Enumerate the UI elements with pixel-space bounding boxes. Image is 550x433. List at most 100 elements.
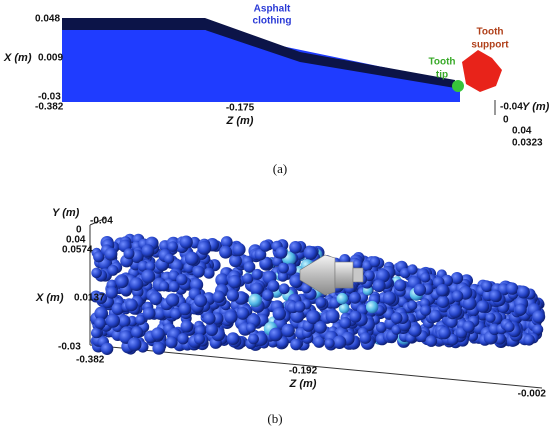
particle bbox=[332, 335, 347, 350]
particle bbox=[251, 268, 263, 280]
x-tick-label: 0.048 bbox=[35, 14, 60, 25]
particle bbox=[93, 251, 105, 263]
z-tick-label: -0.382 bbox=[35, 102, 64, 113]
particle bbox=[135, 314, 146, 325]
panel-b: Y (m) -0.04 0 0.04 0.0574 X (m) 0.0137 -… bbox=[35, 207, 546, 426]
y-axis-label: Y (m) bbox=[52, 207, 80, 219]
particle bbox=[149, 292, 162, 306]
particle bbox=[180, 320, 193, 333]
cutting-tool bbox=[299, 254, 364, 296]
tooth-support-label: support bbox=[471, 40, 509, 51]
particle bbox=[532, 324, 544, 335]
x-tick-label: 0.0137 bbox=[74, 293, 105, 304]
particle bbox=[314, 321, 327, 334]
particle bbox=[352, 259, 363, 270]
particle bbox=[170, 308, 182, 320]
z-tick-label: -0.382 bbox=[76, 355, 105, 366]
particle bbox=[131, 326, 143, 339]
particle bbox=[450, 272, 464, 285]
particle bbox=[145, 261, 156, 272]
particle bbox=[248, 333, 259, 345]
particle bbox=[228, 274, 242, 289]
particle bbox=[94, 306, 108, 321]
particle bbox=[429, 309, 442, 323]
particle bbox=[192, 265, 205, 278]
particle bbox=[117, 314, 131, 328]
particle bbox=[203, 267, 215, 279]
y-tick-label: -0.04 bbox=[90, 216, 113, 227]
particle bbox=[125, 298, 138, 312]
particle bbox=[366, 300, 379, 314]
z-tick-label: -0.002 bbox=[518, 389, 547, 400]
y-tick-label: 0 bbox=[76, 225, 82, 236]
particle bbox=[275, 246, 288, 259]
particle bbox=[407, 300, 418, 311]
particle bbox=[194, 333, 205, 345]
particle bbox=[505, 282, 519, 295]
particle bbox=[106, 313, 120, 328]
y-tick-label: -0.04 bbox=[500, 102, 523, 113]
particle bbox=[167, 241, 178, 252]
particle bbox=[129, 277, 144, 291]
particle bbox=[254, 248, 267, 261]
tooth-tip-label: Tooth bbox=[428, 57, 455, 68]
particle bbox=[107, 264, 119, 276]
particle bbox=[91, 267, 102, 279]
particle bbox=[242, 273, 254, 284]
particle bbox=[462, 320, 475, 333]
particle bbox=[382, 291, 397, 305]
x-axis-label: X (m) bbox=[3, 52, 32, 64]
particle bbox=[115, 275, 129, 289]
tooth-support-label: Tooth bbox=[476, 27, 503, 38]
particle bbox=[219, 245, 233, 259]
y-tick-label: 0.04 bbox=[66, 235, 86, 246]
particle bbox=[349, 291, 361, 304]
asphalt-top bbox=[62, 18, 455, 88]
y-axis-line bbox=[89, 217, 107, 226]
particle bbox=[409, 324, 422, 337]
particle bbox=[523, 334, 535, 346]
particle bbox=[245, 322, 256, 333]
particle bbox=[448, 304, 463, 318]
particle bbox=[127, 337, 142, 352]
particle bbox=[152, 341, 166, 355]
particle bbox=[168, 281, 180, 293]
particle bbox=[259, 256, 273, 270]
tooth-support bbox=[462, 50, 502, 92]
particle bbox=[194, 294, 208, 308]
particle bbox=[267, 280, 280, 292]
particle bbox=[95, 292, 107, 304]
z-axis-line bbox=[89, 344, 543, 389]
particle bbox=[194, 325, 206, 337]
y-tick-label: 0.0323 bbox=[512, 138, 543, 149]
asphalt-front bbox=[62, 30, 460, 102]
particle bbox=[176, 273, 188, 286]
particle bbox=[205, 323, 218, 336]
particle bbox=[262, 289, 274, 302]
particle bbox=[232, 242, 246, 257]
particle bbox=[476, 300, 490, 313]
caption: (b) bbox=[267, 411, 282, 426]
particle bbox=[313, 335, 326, 348]
x-tick-label: -0.03 bbox=[58, 342, 81, 353]
particle bbox=[277, 271, 289, 282]
particle-bed bbox=[90, 233, 546, 355]
x-axis-label: X (m) bbox=[35, 292, 64, 304]
z-tick-label: -0.175 bbox=[226, 103, 255, 114]
particle bbox=[141, 244, 155, 258]
particle bbox=[243, 261, 256, 273]
particle bbox=[165, 293, 180, 307]
particle bbox=[436, 295, 450, 308]
particle bbox=[184, 251, 199, 266]
particle bbox=[338, 303, 350, 314]
particle bbox=[438, 326, 451, 340]
x-tick-label: 0.0574 bbox=[62, 245, 93, 256]
particle bbox=[303, 246, 318, 260]
particle bbox=[163, 253, 175, 264]
tooth-tip bbox=[452, 80, 464, 92]
particle bbox=[104, 247, 118, 261]
particle bbox=[315, 297, 327, 308]
particle bbox=[158, 281, 170, 292]
y-tick-label: 0.04 bbox=[512, 126, 532, 137]
